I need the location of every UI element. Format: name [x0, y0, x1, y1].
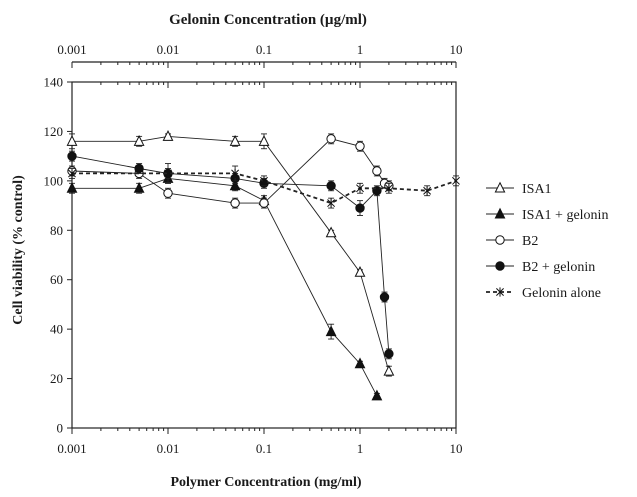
plot-area: 0.001 0.01 0.1 1 100.001 0.01 0.1 1 100204060801…: [44, 42, 463, 456]
top-axis-title: Gelonin Concentration (µg/ml): [169, 12, 367, 28]
top-tick-label: 10: [450, 42, 463, 57]
data-point: [372, 166, 382, 176]
data-point: [67, 151, 77, 161]
legend-item: B2: [486, 234, 538, 249]
series-4: [68, 163, 460, 209]
series-line: [72, 135, 390, 372]
data-point: [260, 176, 268, 186]
y-tick-label: 80: [50, 223, 63, 238]
series-line: [72, 172, 457, 205]
data-point: [379, 292, 390, 302]
data-point: [133, 181, 145, 193]
legend: ISA1 ISA1 + gelonin B2 B2 + gelonin Gelonin …: [486, 181, 608, 301]
data-point: [133, 134, 145, 146]
top-tick-label: 0.001: [57, 42, 86, 57]
y-tick-label: 60: [50, 272, 63, 287]
data-point: [326, 134, 336, 144]
data-point: [66, 134, 78, 146]
data-point: [66, 181, 78, 193]
y-axis-title: Cell viability (% control): [11, 175, 26, 325]
y-tick-label: 40: [50, 322, 63, 337]
legend-item: ISA1: [486, 181, 552, 197]
x-tick-label: 0.1: [256, 441, 272, 456]
data-point: [355, 141, 365, 151]
x-tick-label: 0.01: [157, 441, 180, 456]
legend-marker: [495, 261, 505, 271]
data-point: [354, 265, 366, 277]
legend-item: B2 + gelonin: [486, 260, 595, 275]
x-axis-title: Polymer Concentration (mg/ml): [170, 475, 361, 490]
series-line: [72, 177, 378, 397]
data-point: [384, 183, 393, 193]
x-tick-label: 0.001: [57, 441, 86, 456]
data-point: [325, 325, 337, 337]
legend-label: Gelonin alone: [522, 286, 601, 301]
x-tick-label: 1: [357, 441, 364, 456]
data-point: [163, 188, 173, 198]
y-tick-label: 100: [44, 173, 64, 188]
y-tick-label: 120: [44, 124, 64, 139]
data-point: [230, 198, 240, 208]
legend-label: B2 + gelonin: [522, 260, 595, 275]
data-point: [327, 198, 336, 208]
series-3: [67, 150, 394, 360]
y-tick-label: 20: [50, 371, 63, 386]
data-point: [383, 364, 395, 376]
data-point: [371, 389, 383, 401]
legend-marker: [494, 207, 506, 219]
data-point: [259, 198, 269, 208]
data-point: [134, 163, 144, 174]
legend-marker: [495, 235, 505, 245]
legend-label: B2: [522, 234, 538, 249]
data-point: [423, 186, 432, 196]
series-1: [66, 172, 383, 401]
data-point: [325, 226, 337, 238]
legend-item: ISA1 + gelonin: [486, 207, 608, 223]
top-tick-label: 0.01: [157, 42, 180, 57]
legend-label: ISA1 + gelonin: [522, 208, 608, 223]
data-point: [68, 168, 76, 179]
data-point: [356, 183, 364, 193]
data-point: [258, 134, 270, 146]
series-line: [71, 138, 390, 204]
data-point: [162, 130, 174, 141]
data-point: [164, 168, 172, 179]
legend-item: Gelonin alone: [486, 286, 601, 301]
data-point: [231, 168, 240, 179]
data-point: [384, 349, 394, 359]
data-point: [229, 179, 241, 191]
legend-marker: [496, 287, 504, 297]
top-tick-label: 1: [357, 42, 364, 57]
data-point: [355, 203, 365, 213]
data-point: [326, 181, 336, 191]
y-tick-label: 0: [57, 421, 64, 436]
series-line: [71, 155, 390, 354]
x-tick-label: 10: [450, 441, 463, 456]
data-point: [229, 134, 241, 146]
top-tick-label: 0.1: [256, 42, 272, 57]
y-tick-label: 140: [44, 75, 64, 90]
legend-label: ISA1: [522, 182, 552, 197]
legend-marker: [494, 181, 506, 193]
series-0: [66, 130, 395, 377]
data-point: [452, 176, 460, 186]
data-point: [354, 357, 366, 369]
